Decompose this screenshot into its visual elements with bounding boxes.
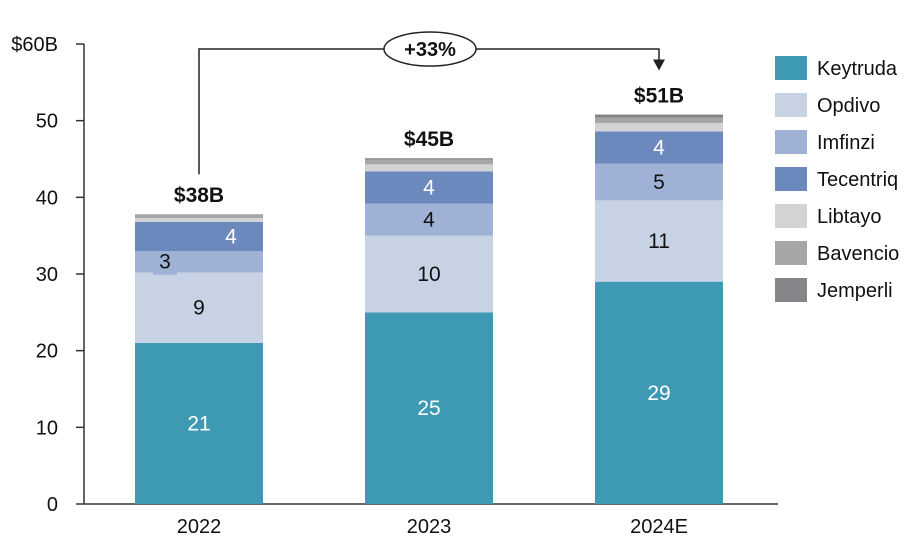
bar-segment-bavencio-2023	[365, 159, 493, 165]
data-label-keytruda-2023: 25	[417, 397, 440, 420]
legend-swatch-opdivo	[775, 93, 807, 117]
growth-label: +33%	[404, 39, 456, 61]
y-tick-label: 40	[36, 187, 58, 209]
total-label-2023: $45B	[404, 128, 454, 151]
legend-label-opdivo: Opdivo	[817, 95, 880, 117]
bar-segment-opdivo-2022	[135, 272, 263, 343]
bar-segment-bavencio-2024e	[595, 117, 723, 123]
bar-segment-libtayo-2023	[365, 164, 493, 172]
legend-label-jemperli: Jemperli	[817, 280, 893, 302]
data-label-opdivo-2023: 10	[417, 263, 440, 286]
growth-badge	[383, 31, 477, 67]
total-label-2022: $38B	[174, 184, 224, 207]
y-tick-label: $60B	[11, 34, 58, 56]
legend-swatch-imfinzi	[775, 130, 807, 154]
legend-label-libtayo: Libtayo	[817, 206, 882, 228]
bar-segment-keytruda-2023	[365, 312, 493, 504]
total-label-2024e: $51B	[634, 85, 684, 108]
bar-segment-keytruda-2024e	[595, 281, 723, 504]
x-tick-label-2023: 2023	[407, 516, 452, 538]
y-tick-label: 10	[36, 417, 58, 439]
legend-label-imfinzi: Imfinzi	[817, 132, 875, 154]
bar-segment-tecentriq-2023	[365, 171, 493, 204]
x-tick-label-2024e: 2024E	[630, 516, 688, 538]
legend-swatch-jemperli	[775, 278, 807, 302]
bar-segment-imfinzi-2024e	[595, 163, 723, 201]
growth-arrowhead	[653, 59, 665, 71]
legend-swatch-tecentriq	[775, 167, 807, 191]
legend: Keytruda Opdivo Imfinzi Tecentriq Libtayo Bav…	[775, 56, 899, 302]
y-tick-label: 20	[36, 341, 58, 363]
legend-swatch-libtayo	[775, 204, 807, 228]
data-label-keytruda-2022: 21	[187, 413, 210, 436]
legend-swatch-keytruda	[775, 56, 807, 80]
bar-segment-libtayo-2022	[135, 218, 263, 222]
data-label-imfinzi-2023: 4	[423, 209, 435, 232]
growth-bracket	[198, 48, 660, 175]
bar-segment-tecentriq-2024e	[595, 131, 723, 164]
y-tick-label: 50	[36, 111, 58, 133]
data-label-tecentriq-2022: 4	[225, 225, 237, 248]
data-label-tecentriq-2024e: 4	[653, 137, 665, 160]
bar-segment-bavencio-2022	[135, 214, 263, 219]
y-tick-label: 0	[47, 494, 58, 516]
data-label-tecentriq-2023: 4	[423, 176, 435, 199]
y-tick-label: 30	[36, 264, 58, 286]
bar-segment-tecentriq-2022	[135, 221, 263, 251]
legend-label-tecentriq: Tecentriq	[817, 169, 898, 191]
data-label-keytruda-2024e: 29	[647, 382, 670, 405]
x-tick-label-2022: 2022	[177, 516, 222, 538]
axes: 0 10 20 30 40 50 $60B 2022 2023 2024E	[11, 34, 778, 538]
bar-segment-jemperli-2024e	[595, 114, 723, 118]
legend-label-keytruda: Keytruda	[817, 58, 898, 80]
bar-segment-keytruda-2022	[135, 343, 263, 504]
legend-swatch-bavencio	[775, 241, 807, 265]
bar-segment-libtayo-2024e	[595, 122, 723, 132]
bar-segment-opdivo-2024e	[595, 200, 723, 282]
growth-annotation: +33%	[198, 31, 665, 175]
data-label-imfinzi-2022: 3	[159, 251, 171, 274]
data-label-opdivo-2022: 9	[193, 297, 205, 320]
legend-label-bavencio: Bavencio	[817, 243, 899, 265]
label-background	[153, 247, 177, 275]
data-label-imfinzi-2024e: 5	[653, 171, 665, 194]
bar-segment-jemperli-2023	[365, 158, 493, 160]
data-label-opdivo-2024e: 11	[648, 230, 670, 253]
bar-segment-imfinzi-2023	[365, 203, 493, 236]
bar-segment-opdivo-2023	[365, 235, 493, 313]
